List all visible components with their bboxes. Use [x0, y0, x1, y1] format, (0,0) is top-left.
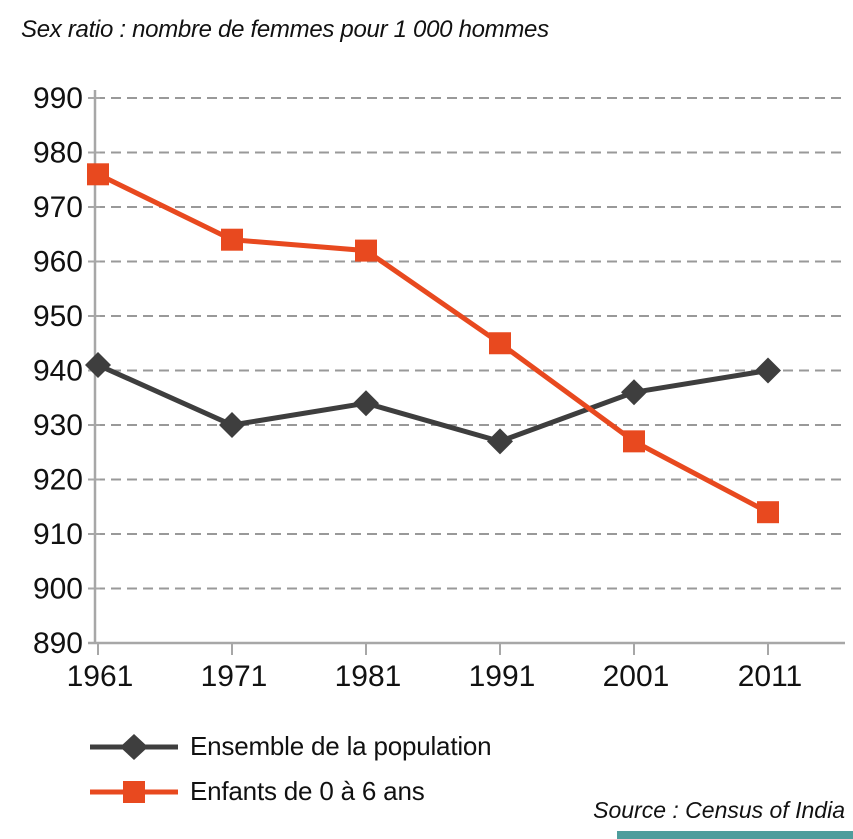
data-point-diamond — [85, 352, 111, 379]
y-tick-label: 910 — [33, 518, 83, 551]
series-line-square — [96, 172, 770, 515]
data-point-diamond — [621, 379, 647, 406]
legend-item-enfants: Enfants de 0 à 6 ans — [88, 769, 491, 814]
data-point-diamond — [219, 412, 245, 438]
y-tick-label: 960 — [33, 246, 83, 279]
y-tick-label: 950 — [33, 300, 83, 333]
legend-item-population: Ensemble de la population — [88, 724, 492, 769]
y-tick-label: 940 — [33, 355, 83, 388]
data-point-square — [355, 239, 377, 262]
chart-legend: Ensemble de la population Enfants de 0 à… — [88, 724, 492, 814]
data-point-square — [623, 430, 645, 453]
y-tick-label: 930 — [33, 409, 83, 442]
y-tick-label: 890 — [33, 627, 83, 660]
source-caption: Source : Census of India — [593, 797, 845, 823]
diamond-line-swatch-icon — [90, 733, 178, 760]
legend-label-enfants: Enfants de 0 à 6 ans — [190, 776, 425, 806]
y-tick-label: 990 — [33, 82, 83, 115]
data-point-diamond — [755, 357, 781, 384]
data-point-diamond — [487, 428, 513, 455]
legend-label-population: Ensemble de la population — [190, 731, 492, 761]
x-tick-label: 2011 — [738, 660, 803, 693]
y-tick-label: 970 — [33, 191, 83, 224]
y-tick-label: 900 — [33, 573, 83, 606]
square-line-swatch-icon — [90, 780, 178, 803]
chart-title: Sex ratio : nombre de femmes pour 1 000 … — [21, 16, 549, 43]
x-tick-label: 1981 — [335, 660, 402, 693]
data-point-square — [87, 163, 109, 186]
bottom-accent-bar — [617, 831, 853, 839]
data-point-square — [221, 228, 243, 251]
x-tick-label: 1991 — [469, 660, 536, 693]
x-tick-label: 1961 — [67, 660, 134, 693]
data-point-square — [757, 501, 779, 524]
series-line-diamond — [96, 362, 769, 444]
y-tick-label: 920 — [33, 464, 83, 497]
data-point-square — [489, 332, 511, 355]
x-tick-label: 1971 — [201, 660, 268, 693]
y-tick-label: 980 — [33, 137, 83, 170]
x-tick-label: 2001 — [603, 660, 670, 693]
data-point-diamond — [353, 390, 379, 417]
